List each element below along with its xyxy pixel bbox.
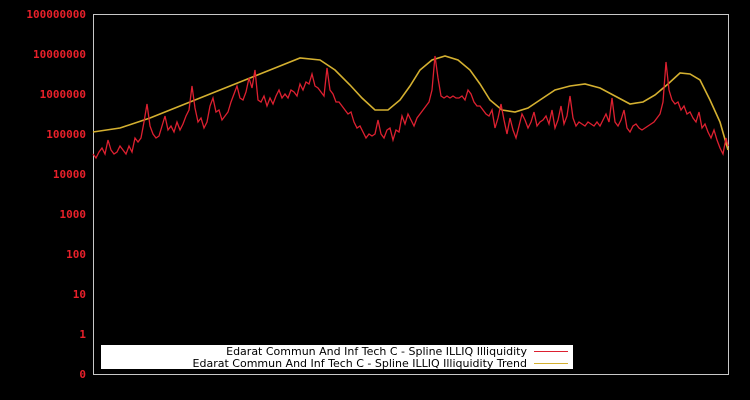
legend-label-illiquidity: Edarat Commun And Inf Tech C - Spline IL… <box>226 345 527 358</box>
legend-label-trend: Edarat Commun And Inf Tech C - Spline IL… <box>193 357 527 370</box>
y-tick-label: 10 <box>73 288 86 301</box>
y-tick-label: 10000000 <box>33 48 86 61</box>
plot-frame <box>93 14 729 375</box>
y-axis-labels: 1000000001000000010000001000001000010001… <box>26 8 86 381</box>
y-tick-label: 100000 <box>46 128 86 141</box>
y-tick-label: 1 <box>79 328 86 341</box>
legend-box <box>101 345 573 369</box>
y-tick-label: 100000000 <box>26 8 86 21</box>
y-tick-label: 1000000 <box>40 88 86 101</box>
trend-line <box>92 55 729 151</box>
y-tick-label: 0 <box>79 368 86 381</box>
y-tick-label: 100 <box>66 248 86 261</box>
y-tick-label: 1000 <box>60 208 87 221</box>
y-tick-label: 10000 <box>53 168 86 181</box>
illiquidity-line <box>92 55 729 160</box>
legend: Edarat Commun And Inf Tech C - Spline IL… <box>101 345 573 370</box>
